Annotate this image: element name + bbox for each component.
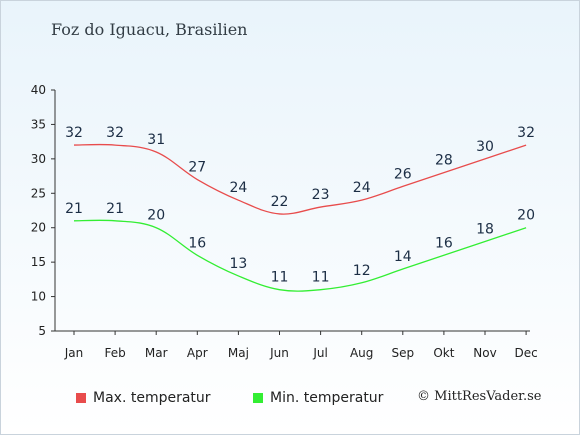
y-tick-label: 25 [31,186,46,200]
series-layer [73,143,527,292]
data-label-max: 32 [517,125,535,141]
data-label-max: 32 [106,125,124,141]
data-label-min: 16 [188,235,206,251]
data-label-min: 11 [312,270,330,286]
x-tick-label: Sep [391,346,414,360]
x-tick-label: Okt [433,346,454,360]
data-label-max: 24 [229,180,247,196]
data-label-max: 31 [147,132,165,148]
data-label-min: 12 [353,263,371,279]
x-tick-label: Aug [350,346,373,360]
series-line-min [73,219,527,292]
y-tick-label: 10 [31,290,46,304]
credit-text: © MittResVader.se [417,389,542,404]
data-label-max: 22 [271,194,289,210]
data-label-min: 13 [229,256,247,272]
data-label-min: 16 [435,235,453,251]
series-line-max [73,143,527,215]
y-tick-label: 40 [31,83,46,97]
y-tick-label: 5 [38,324,46,338]
data-label-max: 26 [394,166,412,182]
x-tick-label: Nov [473,346,496,360]
legend-swatch-max [76,393,86,403]
data-label-min: 21 [106,201,124,217]
legend-label-min: Min. temperatur [270,390,384,406]
x-tick-label: Jan [64,346,84,360]
x-tick-label: Apr [187,346,208,360]
x-tick-label: Jul [312,346,327,360]
data-label-min: 14 [394,249,412,265]
data-label-max: 24 [353,180,371,196]
chart-title: Foz do Iguacu, Brasilien [51,20,248,39]
y-tick-label: 20 [31,221,46,235]
x-tick-label: Maj [228,346,249,360]
data-label-max: 30 [476,139,494,155]
y-tick-label: 15 [31,255,46,269]
y-tick-label: 30 [31,152,46,166]
data-label-max: 32 [65,125,83,141]
data-label-min: 11 [271,270,289,286]
legend-label-max: Max. temperatur [93,390,211,406]
x-tick-label: Mar [145,346,168,360]
x-tick-label: Dec [514,346,537,360]
y-tick-label: 35 [31,117,46,131]
axes: 5 10 15 20 25 30 35 40 Jan Feb Mar Apr Maj Jun Jul Aug S… [31,83,538,360]
data-label-min: 18 [476,221,494,237]
legend-swatch-min [253,393,263,403]
data-label-min: 21 [65,201,83,217]
data-label-min: 20 [147,208,165,224]
data-label-max: 23 [312,187,330,203]
data-label-max: 28 [435,153,453,169]
x-tick-label: Jun [269,346,289,360]
data-label-min: 20 [517,208,535,224]
data-label-max: 27 [188,160,206,176]
data-labels: 32 32 31 27 24 22 23 24 26 28 30 32 21 21 20 16 13 11 11 12… [65,125,535,286]
x-tick-label: Feb [104,346,125,360]
